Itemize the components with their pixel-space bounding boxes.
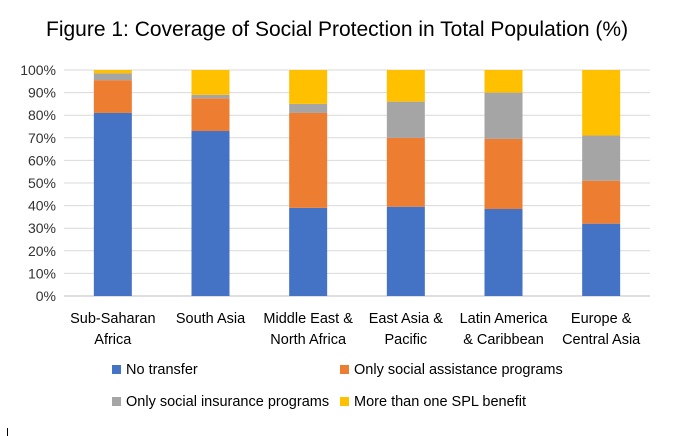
- x-category-label: Central Asia: [562, 332, 641, 348]
- bar-segment: [582, 223, 621, 296]
- bar-segment: [93, 73, 132, 81]
- legend-label: More than one SPL benefit: [354, 394, 526, 410]
- bar-segment: [484, 92, 523, 139]
- y-tick-label: 80%: [28, 107, 56, 123]
- x-axis-categories: Sub-Saharan Africa South Asia Middle East &…: [70, 311, 641, 348]
- y-tick-label: 50%: [28, 175, 56, 191]
- chart-title: Figure 1: Coverage of Social Protection …: [46, 18, 629, 41]
- bar-segment: [191, 70, 230, 95]
- bar-segment: [191, 131, 230, 296]
- edge-mark: [7, 428, 8, 436]
- legend-label: Only social assistance programs: [354, 362, 563, 378]
- legend-swatch: [112, 365, 121, 374]
- x-category-label: East Asia &: [369, 311, 443, 327]
- x-category-label: Europe &: [571, 311, 632, 327]
- legend-label: No transfer: [126, 362, 198, 378]
- y-tick-label: 40%: [28, 198, 56, 214]
- bar-segment: [484, 138, 523, 209]
- bar-segment: [191, 98, 230, 132]
- y-tick-label: 20%: [28, 243, 56, 259]
- legend-label: Only social insurance programs: [126, 394, 329, 410]
- legend-swatch: [340, 365, 349, 374]
- bar-segment: [582, 70, 621, 136]
- x-category-label: Latin America: [460, 311, 549, 327]
- y-tick-label: 30%: [28, 220, 56, 236]
- y-tick-label: 10%: [28, 265, 56, 281]
- x-category-label: & Caribbean: [463, 332, 544, 348]
- bar-segment: [289, 112, 328, 208]
- x-category-label: Pacific: [384, 332, 427, 348]
- y-tick-label: 60%: [28, 152, 56, 168]
- bar-segment: [484, 208, 523, 296]
- bar-segment: [191, 94, 230, 99]
- bar-segment: [386, 70, 425, 102]
- legend-swatch: [340, 397, 349, 406]
- y-tick-label: 70%: [28, 130, 56, 146]
- bar-segment: [289, 207, 328, 296]
- bar-segment: [484, 70, 523, 93]
- legend-swatch: [112, 397, 121, 406]
- bar-segment: [289, 103, 328, 113]
- bar-segment: [289, 70, 328, 104]
- x-category-label: Sub-Saharan: [70, 311, 155, 327]
- legend: No transfer Only social assistance progra…: [112, 362, 563, 410]
- bars: [93, 70, 621, 296]
- bar-segment: [386, 206, 425, 296]
- bar-segment: [582, 180, 621, 224]
- y-axis: 0% 10% 20% 30% 40% 50% 60% 70% 80% 90% 100%: [20, 62, 56, 304]
- y-tick-label: 100%: [20, 62, 56, 78]
- gridlines: [64, 69, 650, 297]
- x-category-label: Africa: [94, 332, 132, 348]
- bar-segment: [93, 80, 132, 113]
- x-category-label: South Asia: [176, 311, 246, 327]
- y-tick-label: 0%: [36, 288, 56, 304]
- bar-segment: [386, 137, 425, 207]
- bar-segment: [93, 70, 132, 74]
- x-category-label: Middle East &: [263, 311, 353, 327]
- bar-segment: [582, 135, 621, 181]
- bar-segment: [93, 112, 132, 296]
- y-tick-label: 90%: [28, 85, 56, 101]
- x-category-label: North Africa: [270, 332, 347, 348]
- bar-segment: [386, 101, 425, 138]
